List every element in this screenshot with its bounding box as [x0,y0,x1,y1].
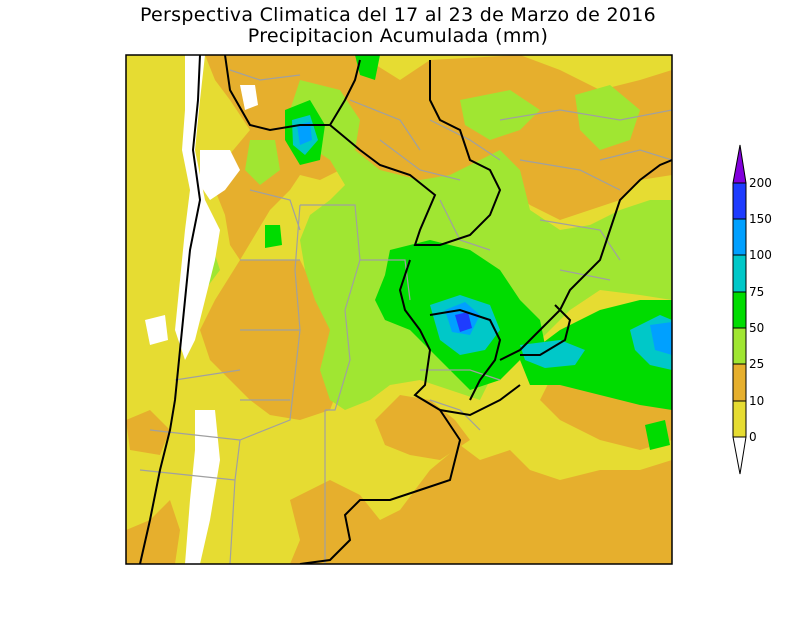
colorbar-50-75 [732,291,747,329]
country-borders [139,55,672,564]
colorbar-label-0: 0 [749,430,757,444]
colorbar-label-10: 10 [749,394,765,408]
colorbar-above-200 [732,144,747,184]
colorbar-25-50 [732,327,747,365]
colorbar-label-25: 25 [749,357,765,371]
colorbar-label-200: 200 [749,176,772,190]
province-borders [139,69,672,564]
map-frame [125,54,673,565]
colorbar-label-100: 100 [749,248,772,262]
colorbar-10-25 [732,363,747,402]
band-150-200 [455,312,472,332]
colorbar-label-150: 150 [749,212,772,226]
colorbar-100-150 [732,218,747,256]
precipitation-field [126,55,672,564]
colorbar-75-100 [732,254,747,293]
colorbar-label-75: 75 [749,285,765,299]
colorbar-150-200 [732,182,747,220]
colorbar-0-10 [732,400,747,438]
colorbar [732,144,747,475]
colorbar-below-0 [732,436,747,475]
map-subtitle: Precipitacion Acumulada (mm) [247,25,549,47]
map-title: Perspectiva Climatica del 17 al 23 de Ma… [139,4,657,26]
colorbar-label-50: 50 [749,321,765,335]
